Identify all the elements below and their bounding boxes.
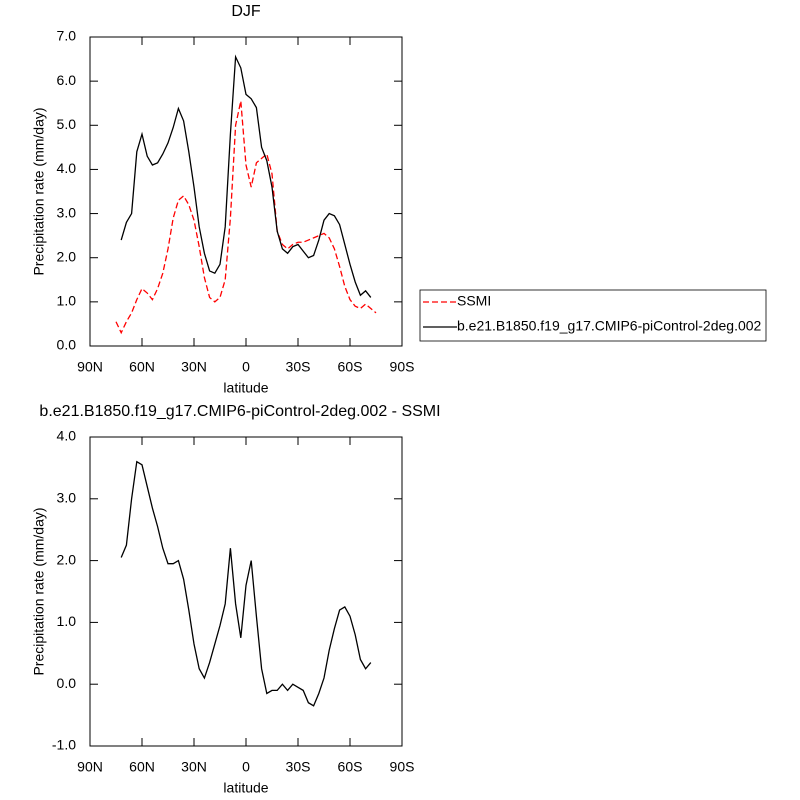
x-tick-label: 60S	[338, 759, 363, 775]
y-tick-label: 4.0	[57, 428, 77, 444]
y-tick-label: 2.0	[57, 248, 77, 264]
y-tick-label: 1.0	[57, 613, 77, 629]
y-tick-label: 2.0	[57, 551, 77, 567]
legend-label: b.e21.B1850.f19_g17.CMIP6-piControl-2deg…	[457, 318, 762, 334]
x-tick-label: 30S	[286, 359, 311, 375]
y-tick-label: 7.0	[57, 28, 77, 44]
y-tick-label: 0.0	[57, 337, 77, 353]
x-axis-label: latitude	[223, 780, 268, 796]
y-tick-label: 5.0	[57, 116, 77, 132]
x-tick-label: 90S	[390, 759, 415, 775]
y-tick-label: 3.0	[57, 204, 77, 220]
y-tick-label: 4.0	[57, 160, 77, 176]
y-axis-label: Precipitation rate (mm/day)	[31, 107, 47, 275]
x-tick-label: 30S	[286, 759, 311, 775]
chart-title: DJF	[231, 3, 261, 20]
x-tick-label: 30N	[181, 759, 207, 775]
x-tick-label: 90N	[77, 759, 103, 775]
x-axis-label: latitude	[223, 380, 268, 396]
x-tick-label: 30N	[181, 359, 207, 375]
x-tick-label: 90N	[77, 359, 103, 375]
data-line	[120, 54, 372, 298]
x-tick-label: 60S	[338, 359, 363, 375]
legend-box	[419, 289, 767, 342]
legend-label: SSMI	[457, 293, 491, 309]
y-tick-label: 3.0	[57, 490, 77, 506]
data-line	[120, 460, 372, 707]
plot-frame	[89, 36, 403, 347]
y-tick-label: -1.0	[52, 737, 76, 753]
data-line	[115, 100, 377, 335]
x-tick-label: 90S	[390, 359, 415, 375]
x-tick-label: 60N	[129, 759, 155, 775]
y-tick-label: 0.0	[57, 675, 77, 691]
y-axis-label: Precipitation rate (mm/day)	[31, 507, 47, 675]
y-tick-label: 6.0	[57, 72, 77, 88]
y-tick-label: 1.0	[57, 293, 77, 309]
chart-title: b.e21.B1850.f19_g17.CMIP6-piControl-2deg…	[39, 403, 440, 420]
x-tick-label: 0	[242, 359, 250, 375]
plot-frame	[89, 436, 403, 747]
x-tick-label: 0	[242, 759, 250, 775]
x-tick-label: 60N	[129, 359, 155, 375]
